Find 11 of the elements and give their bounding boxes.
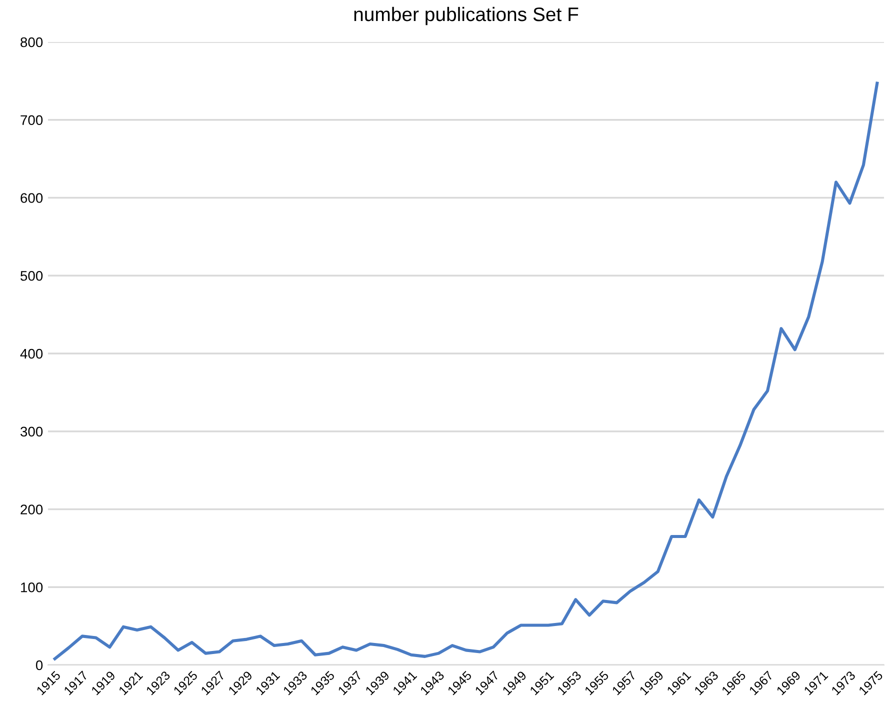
- y-tick-label: 0: [36, 660, 43, 670]
- y-tick-label: 200: [20, 504, 43, 514]
- y-tick-label: 500: [20, 270, 43, 281]
- y-tick-label: 300: [20, 426, 43, 437]
- y-tick-label: 100: [21, 582, 43, 592]
- chart-title: number publications Set F: [354, 6, 578, 26]
- y-tick-label: 700: [20, 115, 43, 126]
- y-tick-label: 800: [20, 37, 43, 48]
- line-series: [53, 82, 879, 660]
- y-tick-label: 400: [20, 348, 43, 359]
- y-tick-label: 600: [20, 193, 43, 203]
